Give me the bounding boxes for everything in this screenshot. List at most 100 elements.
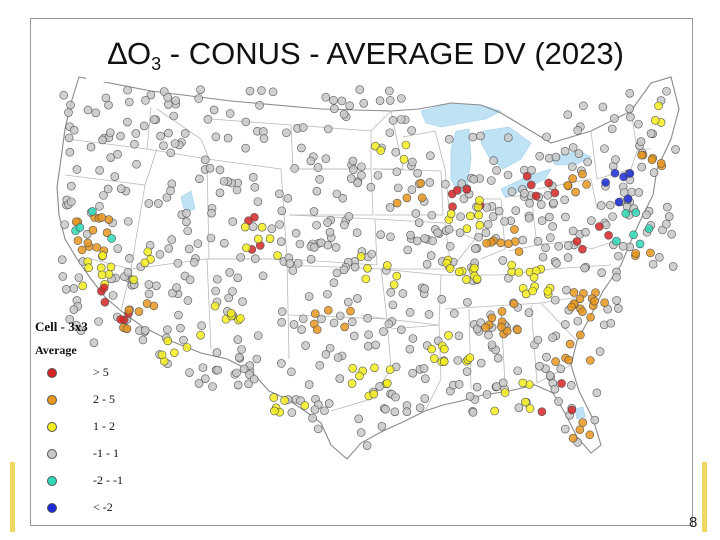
site-marker xyxy=(535,361,544,371)
site-marker xyxy=(494,206,504,216)
site-marker xyxy=(549,198,558,208)
site-marker xyxy=(543,286,553,296)
site-marker xyxy=(329,278,339,288)
site-marker xyxy=(166,148,176,158)
site-marker xyxy=(644,224,654,233)
site-marker xyxy=(568,143,578,152)
site-marker xyxy=(343,297,353,307)
site-marker xyxy=(321,154,331,164)
site-marker xyxy=(154,199,163,208)
site-marker xyxy=(252,354,262,364)
site-marker xyxy=(287,367,296,377)
great-salt-lake xyxy=(180,190,196,214)
site-marker xyxy=(565,339,575,349)
site-marker xyxy=(493,353,503,363)
site-marker xyxy=(601,178,610,187)
site-marker xyxy=(444,331,453,340)
site-marker xyxy=(426,251,436,260)
site-marker xyxy=(285,259,295,268)
site-marker xyxy=(250,254,260,264)
site-marker xyxy=(585,356,595,365)
site-marker xyxy=(629,230,638,240)
site-marker xyxy=(116,131,125,141)
site-marker xyxy=(448,202,457,211)
site-marker xyxy=(182,208,191,218)
site-marker xyxy=(339,265,349,275)
site-marker xyxy=(363,313,372,323)
site-marker xyxy=(578,418,588,427)
site-marker xyxy=(84,263,93,273)
site-marker xyxy=(542,132,551,142)
site-marker xyxy=(402,193,412,203)
site-marker xyxy=(100,297,110,307)
site-marker xyxy=(295,239,305,249)
site-marker xyxy=(300,401,310,410)
site-marker xyxy=(548,333,557,342)
site-marker xyxy=(325,343,335,353)
site-marker xyxy=(520,189,529,198)
site-marker xyxy=(514,403,524,412)
site-marker xyxy=(382,261,392,270)
site-marker xyxy=(408,157,417,167)
site-marker xyxy=(528,286,537,296)
site-marker xyxy=(277,307,287,316)
site-marker xyxy=(471,244,480,253)
site-marker xyxy=(357,162,366,172)
site-marker xyxy=(355,85,365,94)
site-marker xyxy=(566,381,576,390)
site-marker xyxy=(169,111,179,121)
site-marker xyxy=(69,125,79,135)
site-marker xyxy=(407,126,416,135)
site-marker xyxy=(518,378,528,388)
site-marker xyxy=(347,317,357,327)
site-marker xyxy=(389,280,399,289)
site-marker xyxy=(529,273,539,282)
site-marker xyxy=(595,347,605,356)
site-marker xyxy=(99,283,109,293)
site-marker xyxy=(462,224,472,233)
site-marker xyxy=(60,220,69,229)
site-marker xyxy=(306,156,316,166)
site-marker xyxy=(211,286,220,296)
site-marker xyxy=(469,174,479,184)
legend-label: -1 - 1 xyxy=(93,446,119,460)
site-marker xyxy=(162,193,172,202)
site-marker xyxy=(637,162,647,172)
site-marker xyxy=(526,180,536,190)
site-marker xyxy=(329,318,339,328)
site-marker xyxy=(275,189,284,199)
conus-map xyxy=(56,76,680,460)
site-marker xyxy=(572,237,582,246)
site-marker xyxy=(69,305,79,314)
site-marker xyxy=(533,335,543,345)
site-marker xyxy=(347,379,357,388)
site-marker xyxy=(507,187,517,196)
site-marker xyxy=(621,209,631,218)
site-marker xyxy=(172,283,181,292)
site-marker xyxy=(338,193,348,203)
site-marker xyxy=(626,112,635,122)
site-marker xyxy=(542,352,551,362)
site-marker xyxy=(524,308,534,317)
site-marker xyxy=(232,185,242,195)
site-marker xyxy=(315,361,325,370)
title-subscript: 3 xyxy=(151,54,162,74)
site-marker xyxy=(315,175,324,184)
site-marker xyxy=(637,150,646,160)
site-marker xyxy=(335,311,345,321)
site-marker xyxy=(427,210,437,220)
site-marker xyxy=(487,340,497,350)
site-marker xyxy=(561,212,570,222)
site-marker xyxy=(269,393,279,402)
site-marker xyxy=(241,117,251,127)
site-marker xyxy=(122,324,132,334)
site-marker xyxy=(607,124,617,134)
site-marker xyxy=(444,224,454,234)
site-marker xyxy=(97,213,106,222)
site-marker xyxy=(474,232,483,242)
site-marker xyxy=(635,239,645,249)
lake-okeechobee xyxy=(574,406,586,420)
site-marker xyxy=(407,185,417,195)
site-marker xyxy=(592,388,602,398)
site-marker xyxy=(560,195,569,205)
